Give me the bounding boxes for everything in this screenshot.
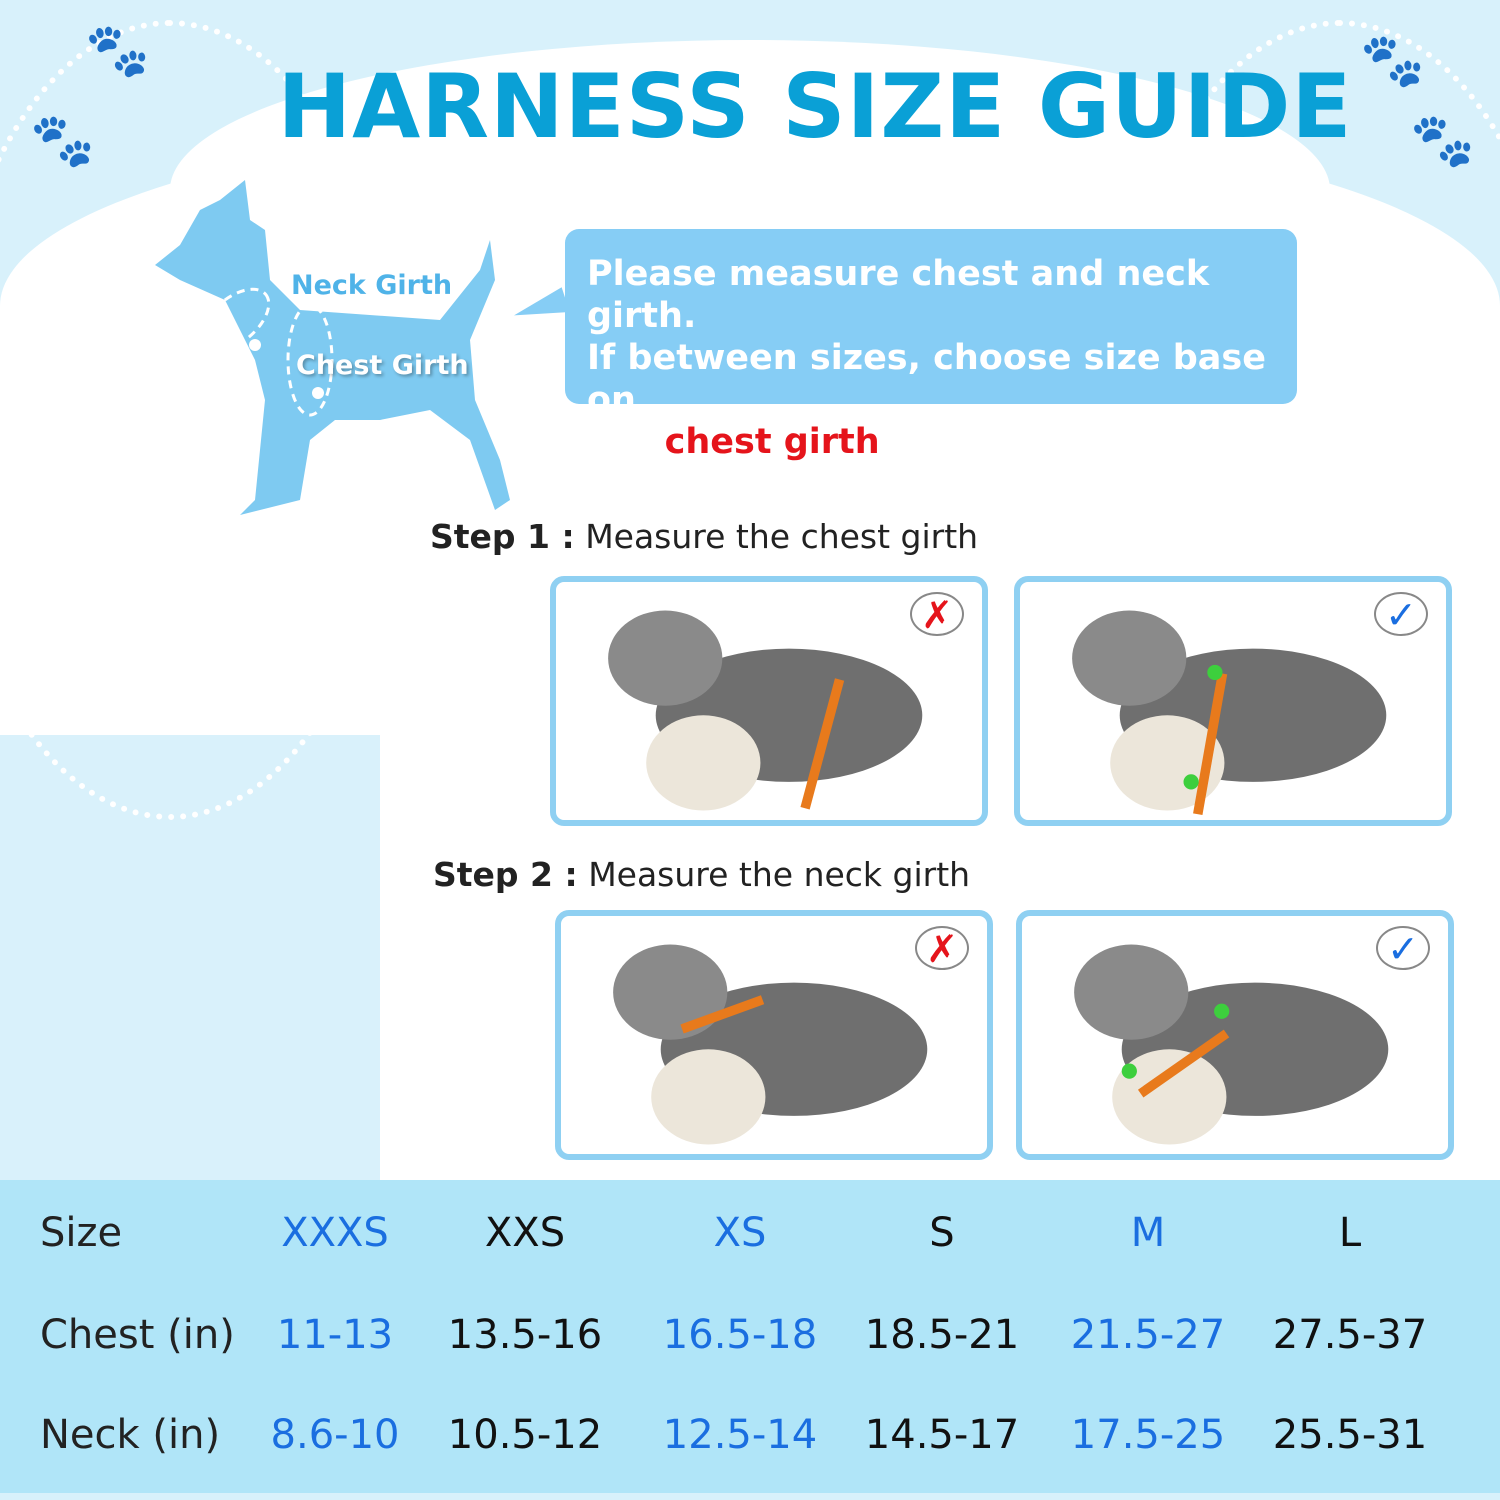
step-label: Step 2 : <box>433 855 578 894</box>
row-label: Chest (in) <box>40 1312 235 1358</box>
neck-wrong-photo: ✗ <box>555 910 993 1160</box>
table-row: Size XXXS XXS XS S M L <box>0 1210 1500 1270</box>
check-mark-icon: ✓ <box>1374 592 1428 636</box>
table-row: Chest (in) 11-13 13.5-16 16.5-18 18.5-21 21.5… <box>0 1312 1500 1372</box>
table-cell: 8.6-10 <box>270 1412 400 1458</box>
step-text: Measure the chest girth <box>585 517 979 556</box>
step-label: Step 1 : <box>430 517 575 556</box>
wrong-mark-icon: ✗ <box>915 926 969 970</box>
step-text: Measure the neck girth <box>588 855 971 894</box>
table-cell: 16.5-18 <box>662 1312 818 1358</box>
instruction-line-3: the chest girth. <box>587 421 1297 463</box>
dog-silhouette-diagram <box>155 180 510 515</box>
table-cell: 21.5-27 <box>1070 1312 1226 1358</box>
table-cell: XS <box>713 1210 767 1256</box>
row-label: Size <box>40 1210 123 1256</box>
paw-icon: 🐾 <box>30 111 95 171</box>
wrong-mark-icon: ✗ <box>910 592 964 636</box>
step-1-heading: Step 1 : Measure the chest girth <box>430 517 978 556</box>
table-cell: S <box>929 1210 955 1256</box>
dog-photo <box>613 944 928 1145</box>
chest-girth-label: Chest Girth <box>296 350 469 381</box>
instruction-line-2: If between sizes, choose size base on <box>587 338 1266 420</box>
measurement-instructions: Please measure chest and neck girth. If … <box>565 229 1297 462</box>
chest-wrong-photo: ✗ <box>550 576 988 826</box>
dog-photo <box>608 610 923 811</box>
table-cell: 11-13 <box>276 1312 394 1358</box>
table-cell: 27.5-37 <box>1272 1312 1428 1358</box>
table-cell: 18.5-21 <box>864 1312 1020 1358</box>
table-cell: M <box>1130 1210 1166 1256</box>
instruction-text: the <box>587 422 665 462</box>
chest-girth-highlight: chest girth <box>664 422 880 462</box>
table-cell: XXXS <box>281 1210 389 1256</box>
page-title: HARNESS SIZE GUIDE <box>277 55 1353 158</box>
table-cell: XXS <box>484 1210 566 1256</box>
table-row: Neck (in) 8.6-10 10.5-12 12.5-14 14.5-17 17.5… <box>0 1412 1500 1472</box>
row-label: Neck (in) <box>40 1412 221 1458</box>
neck-correct-photo: ✓ <box>1016 910 1454 1160</box>
dog-photo <box>1074 944 1389 1145</box>
paw-icon: 🐾 <box>1410 111 1475 171</box>
size-table: Size XXXS XXS XS S M L Chest (in) 11-13 13.5-16 16… <box>0 1180 1500 1493</box>
table-cell: 13.5-16 <box>447 1312 603 1358</box>
table-cell: 10.5-12 <box>447 1412 603 1458</box>
step-2-heading: Step 2 : Measure the neck girth <box>433 855 970 894</box>
table-cell: 17.5-25 <box>1070 1412 1226 1458</box>
dog-photo <box>1072 610 1387 815</box>
table-cell: 14.5-17 <box>864 1412 1020 1458</box>
paw-icon: 🐾 <box>1360 31 1425 91</box>
table-cell: 25.5-31 <box>1272 1412 1428 1458</box>
table-cell: 12.5-14 <box>662 1412 818 1458</box>
instruction-line-1: Please measure chest and neck girth. <box>587 254 1210 336</box>
paw-icon: 🐾 <box>85 21 150 81</box>
table-cell: L <box>1338 1210 1362 1256</box>
check-mark-icon: ✓ <box>1376 926 1430 970</box>
neck-girth-label: Neck Girth <box>291 270 453 301</box>
chest-correct-photo: ✓ <box>1014 576 1452 826</box>
instruction-text: . <box>879 422 893 462</box>
